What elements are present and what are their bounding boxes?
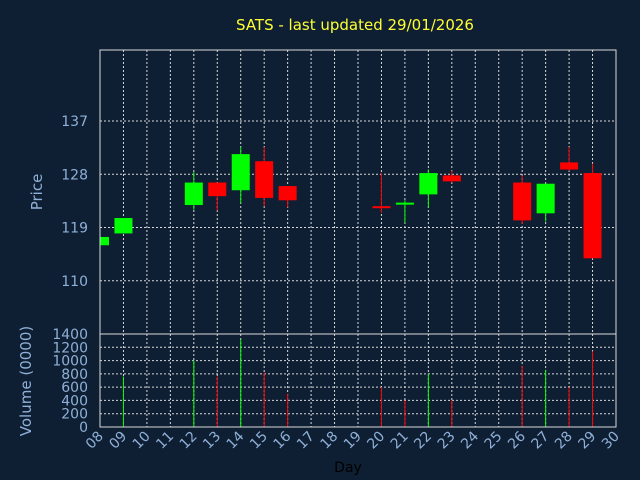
x-tick-label: 22 — [411, 429, 435, 453]
price-axis-label: Price — [28, 174, 46, 211]
candle-body — [255, 161, 274, 198]
x-tick-label: 28 — [552, 429, 576, 453]
x-tick-label: 15 — [247, 429, 271, 453]
volume-tick-label: 1200 — [52, 340, 88, 356]
volume-axis-label: Volume (0000) — [17, 326, 35, 436]
volume-tick-label: 1000 — [52, 354, 88, 370]
volume-plot-frame — [99, 333, 617, 428]
x-tick-label: 23 — [435, 429, 459, 453]
volume-tick-label: 0 — [79, 420, 88, 436]
x-tick-label: 19 — [341, 429, 365, 453]
x-tick-label: 27 — [529, 429, 553, 453]
price-y-ticks: 110 119 128 137 — [61, 114, 88, 290]
candle-body — [114, 218, 133, 234]
x-tick-label: 20 — [364, 429, 388, 453]
volume-gridlines — [100, 334, 616, 427]
x-tick-label: 25 — [482, 429, 506, 453]
x-tick-label: 14 — [224, 428, 248, 452]
x-tick-label: 17 — [294, 429, 318, 453]
x-tick-label: 26 — [505, 428, 529, 452]
x-tick-label: 18 — [317, 429, 341, 453]
candle-body — [184, 182, 203, 206]
chart-title: SATS - last updated 29/01/2026 — [236, 16, 474, 34]
x-tick-label: 11 — [153, 429, 177, 453]
candle-body — [536, 183, 555, 214]
x-tick-label: 24 — [458, 428, 482, 452]
x-tick-label: 30 — [599, 429, 623, 453]
volume-tick-label: 600 — [61, 380, 88, 396]
volume-tick-label: 400 — [61, 393, 88, 409]
price-tick-label: 137 — [61, 114, 88, 130]
candle-body — [231, 154, 250, 191]
price-tick-label: 119 — [61, 221, 88, 237]
price-tick-label: 128 — [61, 167, 88, 183]
candles — [99, 147, 602, 259]
candle-body — [513, 182, 532, 221]
volume-bars — [122, 339, 594, 427]
candle-body — [442, 175, 461, 182]
volume-tick-label: 200 — [61, 407, 88, 423]
x-tick-label: 12 — [177, 429, 201, 453]
x-axis-label: Day — [334, 460, 362, 476]
x-tick-label: 13 — [200, 429, 224, 453]
candle-body — [583, 173, 602, 259]
candle-body — [100, 236, 109, 246]
candle-body — [395, 202, 414, 205]
x-tick-label: 29 — [575, 429, 599, 453]
candle-body — [419, 173, 438, 195]
x-tick-label: 09 — [106, 429, 130, 453]
candle-body — [372, 206, 391, 209]
x-ticks: 08 09 10 11 12 13 14 15 16 17 18 19 20 21 22 23 24 25 26 27… — [83, 428, 623, 452]
volume-tick-label: 1400 — [52, 327, 88, 343]
x-tick-label: 16 — [271, 428, 295, 452]
candle-body — [208, 182, 227, 197]
candle-body — [560, 162, 579, 170]
price-tick-label: 110 — [61, 274, 88, 290]
candle-body — [278, 186, 297, 201]
x-tick-label: 10 — [130, 429, 154, 453]
x-tick-label: 21 — [388, 429, 412, 453]
volume-tick-label: 800 — [61, 367, 88, 383]
